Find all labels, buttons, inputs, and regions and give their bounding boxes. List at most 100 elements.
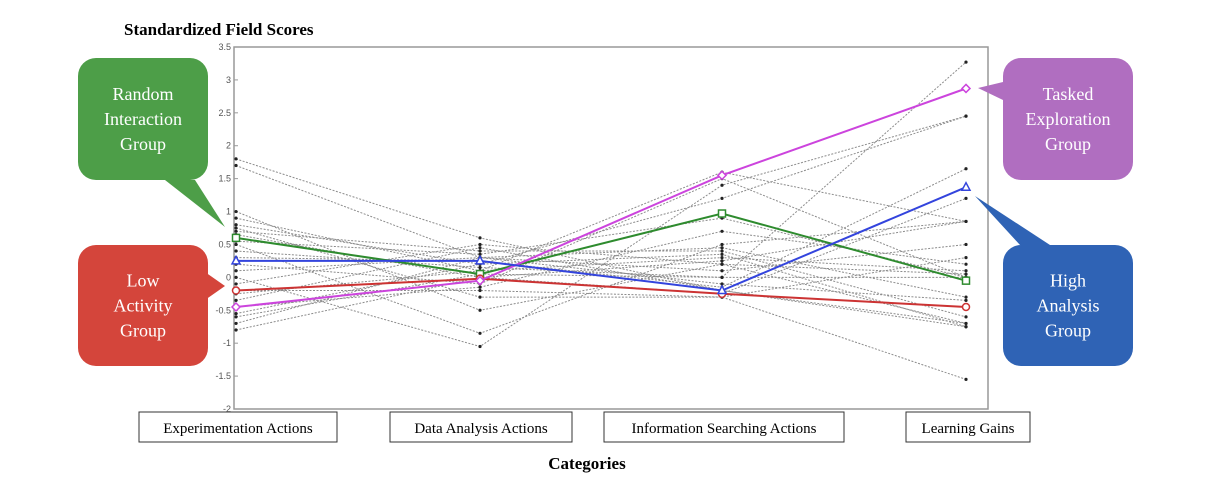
group-point xyxy=(717,209,727,218)
category-label: Information Searching Actions xyxy=(632,421,817,437)
category-label: Experimentation Actions xyxy=(163,421,313,437)
individual-point xyxy=(478,252,482,256)
y-tick-label: -2 xyxy=(223,404,231,414)
group-lines xyxy=(230,83,972,313)
individual-point xyxy=(964,325,968,329)
individual-point xyxy=(720,256,724,260)
callout-label: Analysis xyxy=(1037,296,1100,316)
x-axis-categories: Experimentation Actions Data Analysis Act… xyxy=(138,411,1031,443)
y-tick-label: 2.5 xyxy=(218,108,231,118)
individual-point xyxy=(720,249,724,253)
group-point xyxy=(230,301,242,313)
individual-point xyxy=(964,269,968,273)
individual-point xyxy=(964,256,968,260)
callout-label: Group xyxy=(120,134,166,154)
individual-line xyxy=(235,257,967,324)
category-label: Learning Gains xyxy=(922,421,1015,437)
group-line xyxy=(235,87,967,308)
callout-box xyxy=(1003,245,1133,366)
individual-point xyxy=(478,236,482,240)
group-point xyxy=(960,181,972,191)
individual-line xyxy=(235,171,967,272)
callout-label: Low xyxy=(127,271,160,291)
group-point xyxy=(231,233,241,243)
individual-line xyxy=(235,247,967,298)
group-point xyxy=(474,254,486,265)
individual-point xyxy=(720,259,724,263)
individual-point xyxy=(720,262,724,266)
group-callouts: Random Interaction Group Low Activity Group Ta… xyxy=(78,58,1133,366)
individual-point xyxy=(234,328,238,332)
individual-point xyxy=(234,209,238,214)
callout-pointer xyxy=(165,180,225,227)
callout-label: Random xyxy=(113,84,174,104)
individual-line xyxy=(236,290,967,380)
individual-point xyxy=(964,196,968,200)
individual-point xyxy=(234,315,238,319)
callout-label: Exploration xyxy=(1026,109,1111,129)
individual-point xyxy=(964,298,968,302)
chart-title: Standardized Field Scores xyxy=(124,20,314,39)
individual-point xyxy=(964,114,968,118)
callout-pointer xyxy=(978,82,1003,100)
plot-area xyxy=(233,46,989,410)
callout-label: High xyxy=(1050,271,1086,291)
individual-point xyxy=(234,321,238,326)
individual-point xyxy=(964,167,968,171)
y-tick-label: -0.5 xyxy=(215,305,231,315)
callout-label: Activity xyxy=(114,296,173,316)
individual-point xyxy=(720,183,724,187)
individual-point xyxy=(720,252,724,256)
callout-pointer xyxy=(975,196,1050,245)
individual-line xyxy=(235,253,967,328)
individual-point xyxy=(478,344,482,349)
callout-label: Group xyxy=(120,321,166,341)
individual-line xyxy=(235,230,967,318)
individual-point xyxy=(478,308,482,312)
individual-point xyxy=(478,285,482,289)
category-box xyxy=(905,411,1031,443)
individual-line xyxy=(235,158,967,328)
individual-point xyxy=(234,226,238,230)
individual-line xyxy=(235,227,967,298)
individual-point xyxy=(964,321,968,326)
individual-point xyxy=(478,246,482,250)
individual-point xyxy=(234,229,238,233)
callout-label: Group xyxy=(1045,134,1091,154)
individual-point xyxy=(720,246,724,250)
x-axis-label: Categories xyxy=(548,454,626,473)
group-point xyxy=(474,275,486,286)
y-tick-label: 3.5 xyxy=(218,42,231,52)
group-point xyxy=(716,284,728,295)
category-label: Data Analysis Actions xyxy=(414,421,547,437)
individual-point xyxy=(720,269,724,273)
group-line xyxy=(235,277,967,308)
y-tick-label: -1.5 xyxy=(215,371,231,381)
group-point xyxy=(960,83,972,94)
callout-label: Group xyxy=(1045,321,1091,341)
individual-point xyxy=(478,249,482,253)
individual-line xyxy=(235,243,967,285)
individual-point xyxy=(234,282,238,286)
callout-label: Tasked xyxy=(1043,84,1094,104)
callout-box xyxy=(78,245,208,366)
individual-point xyxy=(234,311,238,316)
group-line xyxy=(235,212,967,282)
individual-point xyxy=(964,219,968,224)
individual-point xyxy=(720,229,724,233)
individual-point xyxy=(964,315,968,319)
individual-line xyxy=(235,115,967,265)
individual-point xyxy=(234,216,238,220)
individual-point xyxy=(234,223,238,227)
group-point xyxy=(961,302,971,312)
individual-point xyxy=(964,377,968,381)
y-axis: -2 -1.5 -1 -0.5 0 0.5 1 1.5 2 2.5 3 3.5 xyxy=(215,42,238,414)
group-point xyxy=(230,254,242,265)
y-tick-label: 2 xyxy=(226,141,231,151)
individual-point xyxy=(234,157,238,161)
group-point xyxy=(716,170,728,181)
individual-point xyxy=(964,295,968,299)
individual-point xyxy=(964,262,968,266)
individual-point xyxy=(234,163,238,168)
